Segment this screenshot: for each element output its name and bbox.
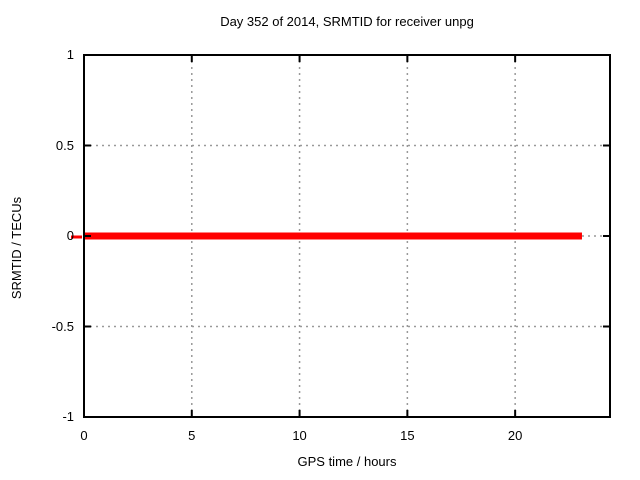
x-tick-label: 0 xyxy=(80,428,88,443)
y-tick-label: 0.5 xyxy=(55,137,74,153)
y-tick-label: 0 xyxy=(66,228,74,243)
x-tick-label: 5 xyxy=(188,428,196,443)
y-tick-label: -0.5 xyxy=(51,318,74,334)
x-tick-label: 20 xyxy=(507,428,523,443)
x-tick-label: 10 xyxy=(292,428,307,443)
x-tick-label: 15 xyxy=(400,428,415,443)
y-tick-label: -1 xyxy=(62,409,74,424)
plot-border xyxy=(83,54,611,418)
y-axis-label: SRMTID / TECUs xyxy=(9,196,24,300)
chart-title: Day 352 of 2014, SRMTID for receiver unp… xyxy=(220,14,474,29)
x-axis-label: GPS time / hours xyxy=(297,454,397,469)
y-tick-label: 1 xyxy=(66,47,74,62)
